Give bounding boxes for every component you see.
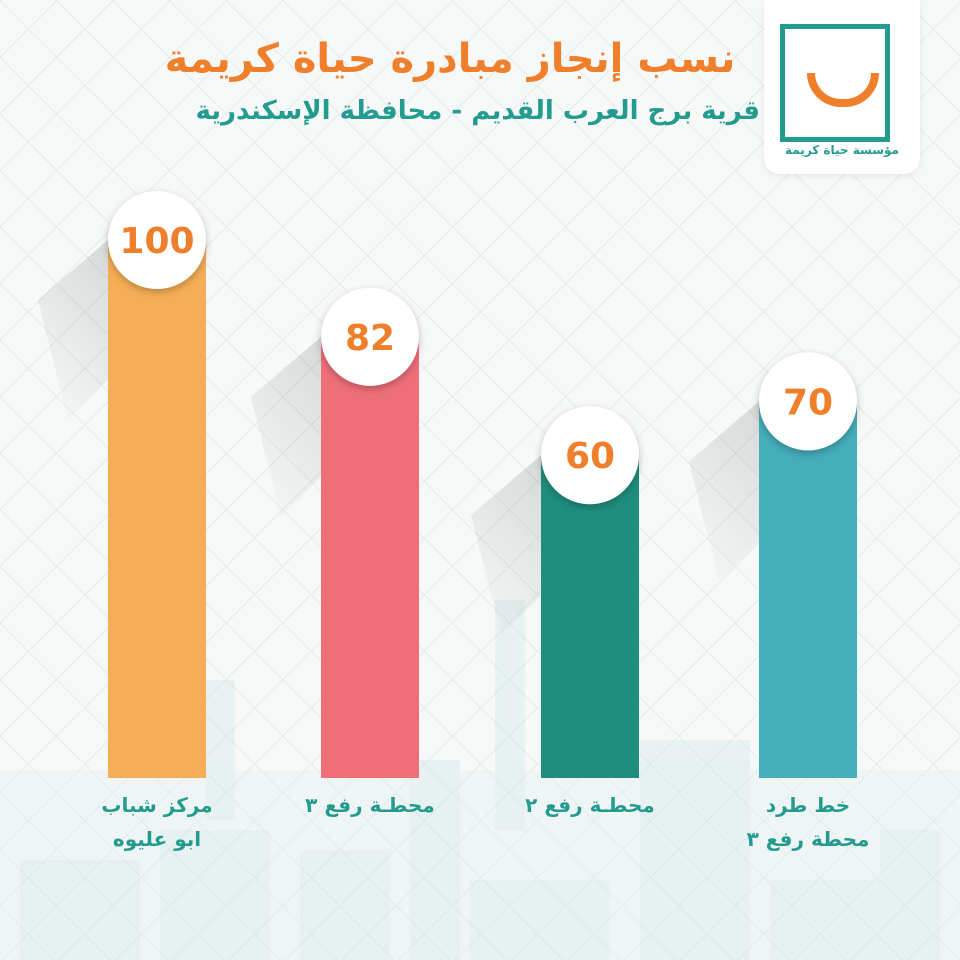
value-badge — [759, 352, 857, 451]
value-badge — [541, 406, 639, 505]
category-label: مركز شباب ابو عليوه — [101, 793, 213, 851]
city-skyline — [0, 600, 960, 960]
category-label: محطـة رفع ٣ — [305, 793, 435, 817]
value-label: 60 — [565, 436, 615, 477]
logo: مؤسسة حياة كريمة — [764, 0, 920, 174]
category-label: خط طرد محطة رفع ٣ — [746, 793, 870, 851]
bar — [541, 455, 639, 778]
value-badge — [321, 287, 419, 386]
bar — [759, 401, 857, 778]
logo-text: مؤسسة حياة كريمة — [784, 143, 899, 157]
smile-frame-logo-icon — [780, 24, 890, 142]
chart-subtitle: قرية برج العرب القديم - محافظة الإسكندري… — [195, 96, 760, 126]
bar — [321, 336, 419, 778]
chart-title: نسب إنجاز مبادرة حياة كريمة — [164, 36, 736, 82]
category-label: محطـة رفع ٢ — [525, 793, 655, 817]
value-label: 70 — [783, 382, 833, 423]
value-label: 82 — [345, 318, 395, 359]
value-badge — [108, 191, 206, 289]
value-label: 100 — [119, 221, 194, 262]
bar — [108, 240, 206, 778]
